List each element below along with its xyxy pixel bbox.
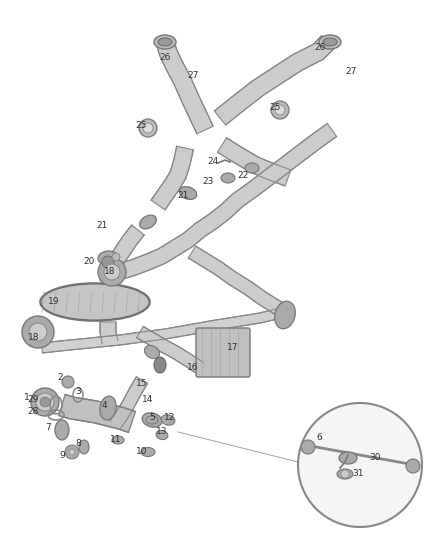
Text: 20: 20 [83,256,95,265]
Text: 28: 28 [27,408,39,416]
Ellipse shape [140,215,156,229]
Circle shape [102,256,114,268]
Text: 16: 16 [187,364,199,373]
Circle shape [98,258,126,286]
Text: 27: 27 [345,68,357,77]
Text: 12: 12 [164,414,176,423]
Text: 15: 15 [136,378,148,387]
Text: 26: 26 [159,52,171,61]
Ellipse shape [55,420,69,440]
Circle shape [65,445,79,459]
Text: 25: 25 [269,103,281,112]
Ellipse shape [154,35,176,49]
Circle shape [301,440,315,454]
Text: 9: 9 [59,450,65,459]
Polygon shape [116,124,337,280]
Ellipse shape [319,35,341,49]
Text: 13: 13 [156,427,168,437]
Text: 1: 1 [24,393,30,402]
Circle shape [112,253,120,261]
Ellipse shape [112,436,124,444]
Text: 8: 8 [75,439,81,448]
Text: 25: 25 [135,122,147,131]
Ellipse shape [145,345,159,359]
Text: 22: 22 [237,171,249,180]
Ellipse shape [275,301,295,329]
Circle shape [275,105,285,115]
Circle shape [271,101,289,119]
Ellipse shape [245,163,259,173]
Polygon shape [110,377,148,429]
Text: 30: 30 [369,454,381,463]
Polygon shape [59,394,135,432]
Ellipse shape [179,187,197,199]
Ellipse shape [31,388,59,416]
Polygon shape [188,246,282,314]
Text: 19: 19 [48,297,60,306]
Text: 18: 18 [104,268,116,277]
Ellipse shape [79,440,89,454]
Ellipse shape [36,393,54,411]
Polygon shape [137,326,204,374]
Ellipse shape [40,397,50,407]
Text: 10: 10 [136,448,148,456]
Polygon shape [100,225,144,284]
Circle shape [22,316,54,348]
Text: 17: 17 [227,343,239,352]
Text: 5: 5 [149,414,155,423]
Ellipse shape [161,415,175,425]
Polygon shape [156,39,213,134]
Circle shape [298,403,422,527]
Ellipse shape [337,469,353,479]
Polygon shape [218,138,291,186]
Ellipse shape [158,38,172,46]
Text: 6: 6 [316,432,322,441]
Text: 11: 11 [110,435,122,445]
Text: 24: 24 [207,157,219,166]
Ellipse shape [40,283,150,321]
Text: 7: 7 [45,424,51,432]
Text: 21: 21 [177,191,189,200]
Circle shape [29,323,47,341]
Polygon shape [42,307,286,353]
Text: 31: 31 [352,470,364,479]
Text: 18: 18 [28,333,40,342]
Polygon shape [100,322,118,344]
Polygon shape [214,36,334,125]
Ellipse shape [141,448,155,456]
Ellipse shape [339,452,357,464]
Ellipse shape [156,430,168,440]
Circle shape [406,459,420,473]
Ellipse shape [98,251,118,265]
FancyBboxPatch shape [196,328,250,377]
Text: 21: 21 [96,221,108,230]
Text: 27: 27 [187,70,199,79]
Ellipse shape [154,357,166,373]
Text: 4: 4 [101,401,107,410]
Text: 14: 14 [142,395,154,405]
Ellipse shape [100,396,116,420]
Circle shape [69,449,75,455]
Ellipse shape [323,38,337,46]
Ellipse shape [221,173,235,183]
Text: 29: 29 [27,395,39,405]
Circle shape [104,264,120,280]
Polygon shape [151,146,193,210]
Circle shape [143,123,153,133]
Circle shape [139,119,157,137]
Ellipse shape [62,376,74,388]
Circle shape [341,470,349,478]
Text: 3: 3 [75,386,81,395]
Text: 2: 2 [57,374,63,383]
Ellipse shape [142,413,162,427]
Text: 26: 26 [314,44,326,52]
Text: 23: 23 [202,177,214,187]
